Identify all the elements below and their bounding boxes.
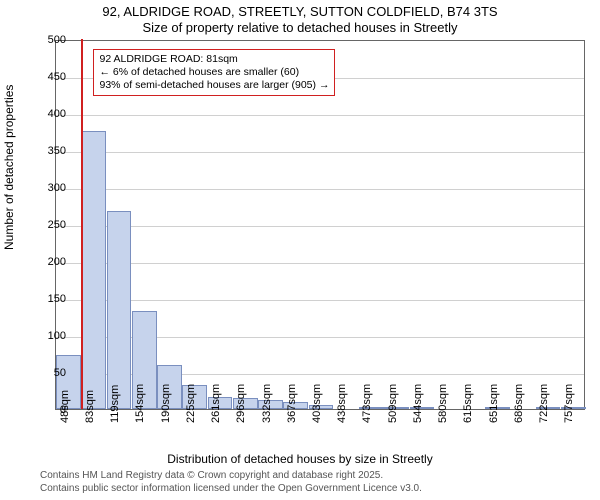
annotation-line1: 92 ALDRIDGE ROAD: 81sqm bbox=[99, 53, 329, 66]
title-line2: Size of property relative to detached ho… bbox=[0, 20, 600, 35]
y-tick-label: 150 bbox=[26, 293, 66, 305]
bar bbox=[107, 211, 132, 409]
plot-area: 92 ALDRIDGE ROAD: 81sqm← 6% of detached … bbox=[55, 40, 585, 410]
y-tick-label: 100 bbox=[26, 330, 66, 342]
chart-container: 92, ALDRIDGE ROAD, STREETLY, SUTTON COLD… bbox=[0, 0, 600, 500]
y-tick-label: 50 bbox=[26, 367, 66, 379]
marker-line bbox=[81, 39, 83, 409]
y-tick-label: 300 bbox=[26, 182, 66, 194]
bar bbox=[81, 131, 106, 409]
y-tick-label: 500 bbox=[26, 34, 66, 46]
y-tick-label: 450 bbox=[26, 71, 66, 83]
annotation-line2: ← 6% of detached houses are smaller (60) bbox=[99, 66, 329, 79]
y-tick-label: 250 bbox=[26, 219, 66, 231]
annotation-box: 92 ALDRIDGE ROAD: 81sqm← 6% of detached … bbox=[93, 49, 335, 96]
y-tick-label: 400 bbox=[26, 108, 66, 120]
gridline bbox=[56, 300, 584, 301]
footer-line1: Contains HM Land Registry data © Crown c… bbox=[40, 470, 590, 481]
title-line1: 92, ALDRIDGE ROAD, STREETLY, SUTTON COLD… bbox=[0, 4, 600, 19]
y-tick-label: 200 bbox=[26, 256, 66, 268]
gridline bbox=[56, 189, 584, 190]
annotation-line3: 93% of semi-detached houses are larger (… bbox=[99, 79, 329, 92]
gridline bbox=[56, 152, 584, 153]
gridline bbox=[56, 115, 584, 116]
footer-line2: Contains public sector information licen… bbox=[40, 483, 590, 494]
y-axis-label: Number of detached properties bbox=[2, 85, 16, 250]
y-tick-label: 350 bbox=[26, 145, 66, 157]
gridline bbox=[56, 263, 584, 264]
gridline bbox=[56, 226, 584, 227]
x-axis-label: Distribution of detached houses by size … bbox=[0, 452, 600, 466]
